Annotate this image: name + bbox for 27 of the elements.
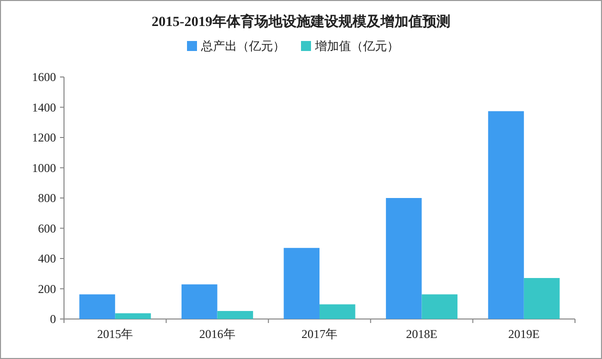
y-tick-label: 800 xyxy=(38,191,56,205)
legend-label: 总产出（亿元） xyxy=(200,39,285,53)
y-tick-label: 1600 xyxy=(32,70,56,84)
y-tick-label: 0 xyxy=(50,312,56,326)
bar xyxy=(488,111,524,319)
bar xyxy=(182,284,218,319)
bar xyxy=(79,294,116,319)
bar xyxy=(217,310,254,319)
y-tick-label: 1200 xyxy=(32,130,56,144)
y-tick-label: 200 xyxy=(38,282,56,296)
bar xyxy=(115,313,151,319)
chart-title: 2015-2019年体育场地设施建设规模及增加值预测 xyxy=(152,13,450,30)
y-tick-label: 400 xyxy=(38,252,56,266)
x-tick-label: 2017年 xyxy=(302,327,338,341)
x-tick-label: 2019E xyxy=(508,327,540,341)
bar xyxy=(422,294,458,319)
bar xyxy=(524,278,560,319)
x-tick-label: 2016年 xyxy=(199,327,236,341)
y-tick-label: 1400 xyxy=(32,100,56,114)
legend-label: 增加值（亿元） xyxy=(314,39,399,53)
x-tick-label: 2018E xyxy=(406,327,438,341)
bar xyxy=(284,248,320,319)
bar xyxy=(386,198,422,319)
x-tick-label: 2015年 xyxy=(97,327,134,341)
y-tick-label: 600 xyxy=(38,221,56,236)
bar xyxy=(320,304,356,319)
y-tick-label: 1000 xyxy=(32,160,56,175)
